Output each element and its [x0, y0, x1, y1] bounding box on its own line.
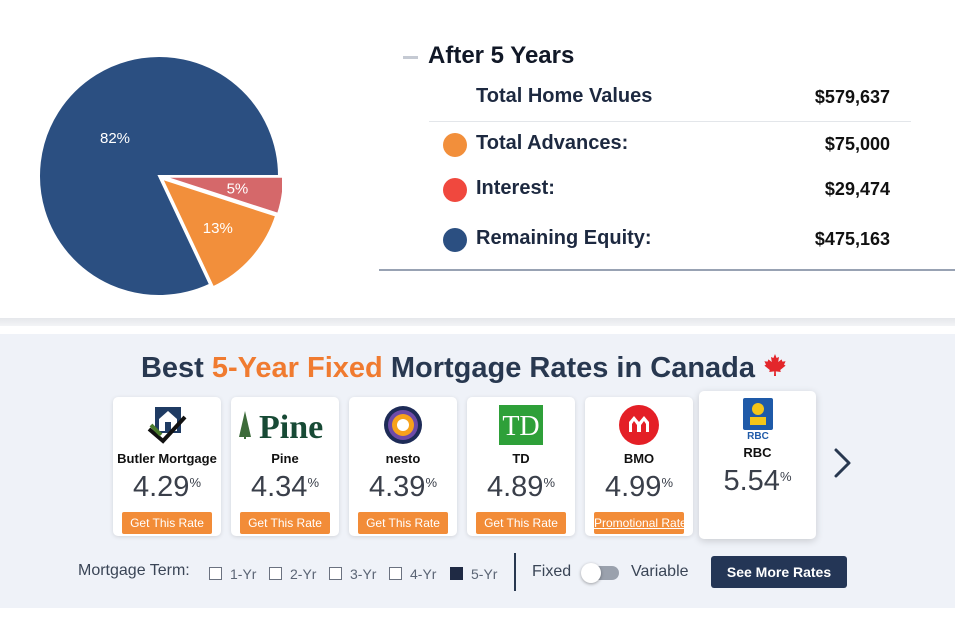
advances-legend-dot	[443, 133, 467, 157]
remaining-equity-row: Remaining Equity: $475,163	[429, 220, 911, 260]
checkbox-checked[interactable]	[450, 567, 463, 580]
lender-card-nesto[interactable]: nesto 4.39% Get This Rate	[349, 397, 457, 536]
lender-rate: 4.29%	[113, 471, 221, 504]
get-this-rate-button[interactable]: Get This Rate	[476, 512, 566, 534]
fixed-label: Fixed	[532, 563, 572, 580]
remaining-equity-value: $475,163	[814, 229, 890, 249]
td-logo: TD	[467, 403, 575, 447]
total-home-values-value: $579,637	[814, 87, 890, 107]
checkbox[interactable]	[269, 567, 282, 580]
lender-card-td[interactable]: TD TD 4.89% Get This Rate	[467, 397, 575, 536]
lender-name: Pine	[271, 451, 299, 466]
total-advances-row: Total Advances: $75,000	[429, 125, 911, 165]
lender-card-rbc[interactable]: RBC RBC 5.54%	[699, 391, 816, 539]
pie-slice	[38, 55, 281, 297]
rate-value: 4.29	[132, 471, 190, 503]
get-this-rate-button[interactable]: Get This Rate	[122, 512, 212, 534]
lender-card-pine[interactable]: Pine Pine 4.34% Get This Rate	[231, 397, 339, 536]
pie-slice-label: 13%	[203, 220, 233, 237]
collapse-toggle-icon[interactable]	[403, 56, 418, 59]
term-label: 3-Yr	[350, 566, 377, 582]
summary-divider	[379, 269, 955, 271]
rates-title: Best 5-Year Fixed Mortgage Rates in Cana…	[0, 352, 928, 385]
lender-card-butler[interactable]: Butler Mortgage 4.29% Get This Rate	[113, 397, 221, 536]
percent-sign: %	[425, 475, 437, 490]
page-bottom	[0, 608, 955, 621]
percent-sign: %	[307, 475, 319, 490]
promotional-rate-button[interactable]: Promotional Rate	[594, 512, 687, 534]
lender-name: RBC	[743, 445, 772, 460]
term-label: 5-Yr	[471, 566, 498, 582]
get-this-rate-button[interactable]: Get This Rate	[358, 512, 448, 534]
term-label: 1-Yr	[230, 566, 257, 582]
lender-rate: 5.54%	[699, 465, 816, 498]
options-divider	[514, 553, 516, 591]
rate-value: 4.39	[368, 471, 426, 503]
percent-sign: %	[661, 475, 673, 490]
lender-card-bmo[interactable]: BMO 4.99% Promotional Rate	[585, 397, 693, 536]
lender-name: Butler Mortgage	[117, 451, 217, 466]
pie-slice	[160, 176, 278, 289]
svg-text:Pine: Pine	[259, 409, 323, 445]
variable-label: Variable	[631, 563, 689, 580]
lender-rate: 4.34%	[231, 471, 339, 504]
maple-leaf-icon	[764, 354, 786, 377]
total-home-values-label: Total Home Values	[476, 85, 653, 107]
checkbox[interactable]	[209, 567, 222, 580]
total-advances-label: Total Advances:	[476, 132, 629, 154]
lender-name: nesto	[385, 451, 421, 466]
summary-heading: After 5 Years	[428, 42, 575, 69]
butler-house-logo	[113, 403, 221, 447]
fixed-variable-toggle[interactable]	[581, 563, 619, 583]
rate-value: 5.54	[723, 465, 780, 497]
get-this-rate-button[interactable]: Get This Rate	[240, 512, 330, 534]
interest-label: Interest:	[476, 177, 555, 199]
percent-sign: %	[779, 469, 792, 484]
checkbox[interactable]	[329, 567, 342, 580]
chevron-right-icon[interactable]	[832, 447, 854, 479]
interest-value: $29,474	[824, 179, 890, 199]
rates-section: Best 5-Year Fixed Mortgage Rates in Cana…	[0, 334, 955, 608]
mortgage-term-label: Mortgage Term:	[78, 562, 190, 579]
lender-rate: 4.39%	[349, 471, 457, 504]
interest-legend-dot	[443, 178, 467, 202]
pie-slice-label: 82%	[100, 130, 130, 147]
rate-value: 4.34	[250, 471, 308, 503]
term-label: 2-Yr	[290, 566, 317, 582]
lender-rate: 4.89%	[467, 471, 575, 504]
lender-name: TD	[512, 451, 530, 466]
rates-title-highlight: 5-Year Fixed	[211, 352, 383, 384]
svg-text:RBC: RBC	[747, 431, 769, 440]
summary-section: 82% 5% 13% After 5 Years Total Home Values…	[38, 42, 955, 297]
lender-rate: 4.99%	[585, 471, 693, 504]
total-advances-value: $75,000	[824, 134, 890, 154]
section-separator	[0, 318, 955, 326]
rate-value: 4.99	[604, 471, 662, 503]
interest-row: Interest: $29,474	[429, 170, 911, 210]
percent-sign: %	[543, 475, 555, 490]
toggle-knob[interactable]	[581, 563, 601, 583]
see-more-rates-button[interactable]: See More Rates	[711, 556, 847, 588]
pie-slice	[163, 175, 282, 216]
term-label: 4-Yr	[410, 566, 437, 582]
rate-value: 4.89	[486, 471, 544, 503]
rates-title-post: Mortgage Rates in Canada	[382, 352, 756, 384]
bmo-logo	[585, 403, 693, 447]
nesto-target-logo	[349, 403, 457, 447]
rates-title-pre: Best	[140, 352, 212, 384]
checkbox[interactable]	[389, 567, 402, 580]
equity-pie-chart: 82% 5% 13%	[38, 55, 282, 297]
lender-name: BMO	[623, 451, 655, 466]
equity-legend-dot	[443, 228, 467, 252]
pie-slice-label: 5%	[227, 180, 249, 197]
rbc-logo: RBC	[699, 397, 816, 441]
remaining-equity-label: Remaining Equity:	[476, 227, 652, 249]
svg-text:TD: TD	[502, 411, 539, 442]
pine-logo: Pine	[231, 403, 339, 447]
percent-sign: %	[189, 475, 201, 490]
total-home-values-row: Total Home Values $579,637	[429, 78, 911, 122]
